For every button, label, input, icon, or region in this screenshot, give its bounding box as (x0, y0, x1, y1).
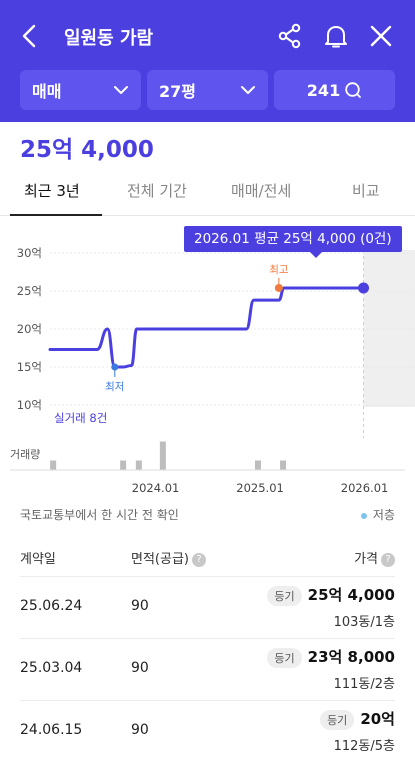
row-price: 23억 8,000 (307, 648, 395, 666)
tab-recent-3y[interactable]: 최근 3년 (24, 182, 80, 200)
row-unit: 111동/2층 (333, 677, 395, 692)
registered-badge: 등기 (267, 647, 302, 668)
source-text: 국토교통부에서 한 시간 전 확인 (20, 508, 179, 522)
current-marker (358, 282, 370, 294)
high-marker (274, 283, 283, 292)
row-area: 90 (131, 722, 149, 738)
filter-bar: 매매 27평 241 (20, 70, 395, 110)
legend-low-floor: 저층 (360, 506, 395, 523)
tab-compare[interactable]: 비교 (352, 182, 380, 200)
chevron-left-icon[interactable] (18, 22, 42, 50)
y-tick-label: 20억 (17, 322, 42, 336)
source-row: 국토교통부에서 한 시간 전 확인 저층 (20, 506, 395, 526)
registered-badge: 등기 (320, 709, 355, 730)
high-label: 최고 (269, 264, 289, 276)
row-price: 25억 4,000 (307, 586, 395, 604)
row-date: 25.03.04 (20, 660, 83, 676)
row-area: 90 (131, 660, 149, 676)
header-date: 계약일 (20, 552, 56, 567)
chevron-down-icon (241, 86, 255, 94)
volume-label: 거래량 (10, 448, 40, 461)
divider (20, 638, 395, 639)
low-marker (111, 363, 119, 371)
low-label: 최저 (105, 381, 124, 393)
row-date: 25.06.24 (20, 598, 83, 614)
divider (20, 576, 395, 577)
active-tab-indicator (10, 214, 102, 216)
volume-bar (135, 460, 142, 470)
header-area-wrap: 면적(공급)? (131, 548, 206, 567)
row-unit: 112동/5층 (333, 739, 395, 754)
current-price: 25억 4,000 (20, 137, 154, 163)
tooltip-arrow (310, 252, 322, 258)
volume-bar (280, 460, 287, 470)
y-tick-label: 10억 (17, 398, 42, 412)
row-price: 20억 (360, 710, 395, 728)
divider (20, 700, 395, 701)
price-series-line (48, 286, 366, 369)
header-price-wrap: 가격? (354, 548, 395, 567)
y-tick-label: 25억 (17, 284, 42, 298)
tab-trade-jeonse[interactable]: 매매/전세 (231, 182, 292, 200)
size-label: 27평 (159, 82, 196, 101)
bell-icon[interactable] (322, 22, 350, 50)
chart-tooltip: 2026.01 평균 25억 4,000 (0건) (184, 226, 402, 252)
trade-count-label: 실거래 8건 (54, 411, 107, 425)
row-area: 90 (131, 598, 149, 614)
app-header: 일원동 가람 매매 27평 241 (0, 0, 415, 122)
y-tick-label: 15억 (17, 360, 42, 374)
row-date: 24.06.15 (20, 722, 83, 738)
row-price-wrap: 등기 25억 4,000 (267, 584, 395, 606)
y-tick-label: 30억 (17, 246, 42, 260)
row-price-wrap: 등기 23억 8,000 (267, 646, 395, 668)
chevron-down-icon (114, 86, 128, 94)
volume-bar (254, 460, 261, 470)
volume-bar (159, 441, 166, 470)
comment-icon (345, 82, 362, 98)
trade-type-dropdown[interactable]: 매매 (20, 70, 141, 110)
x-tick-label: 2026.01 (341, 481, 389, 495)
size-dropdown[interactable]: 27평 (147, 70, 268, 110)
comments-button[interactable]: 241 (274, 70, 395, 110)
header-price: 가격 (354, 552, 378, 567)
help-icon[interactable]: ? (381, 552, 395, 567)
close-icon[interactable] (367, 22, 395, 50)
header-area: 면적(공급) (131, 552, 189, 567)
registered-badge: 등기 (267, 585, 302, 606)
x-tick-label: 2025.01 (236, 481, 284, 495)
share-icon[interactable] (276, 22, 304, 50)
tab-all-period[interactable]: 전체 기간 (127, 182, 187, 200)
comments-count: 241 (306, 80, 341, 100)
x-tick-label: 2024.01 (132, 481, 180, 495)
volume-bar (50, 460, 57, 470)
page-title: 일원동 가람 (64, 28, 154, 49)
row-unit: 103동/1층 (333, 615, 395, 630)
volume-bar (120, 460, 127, 470)
legend-low-label: 저층 (372, 508, 395, 522)
trade-type-label: 매매 (32, 82, 62, 101)
help-icon[interactable]: ? (191, 552, 206, 567)
period-tabs: 최근 3년 전체 기간 매매/전세 비교 (0, 168, 415, 216)
low-floor-dot (360, 512, 367, 519)
row-price-wrap: 등기 20억 (320, 708, 395, 730)
